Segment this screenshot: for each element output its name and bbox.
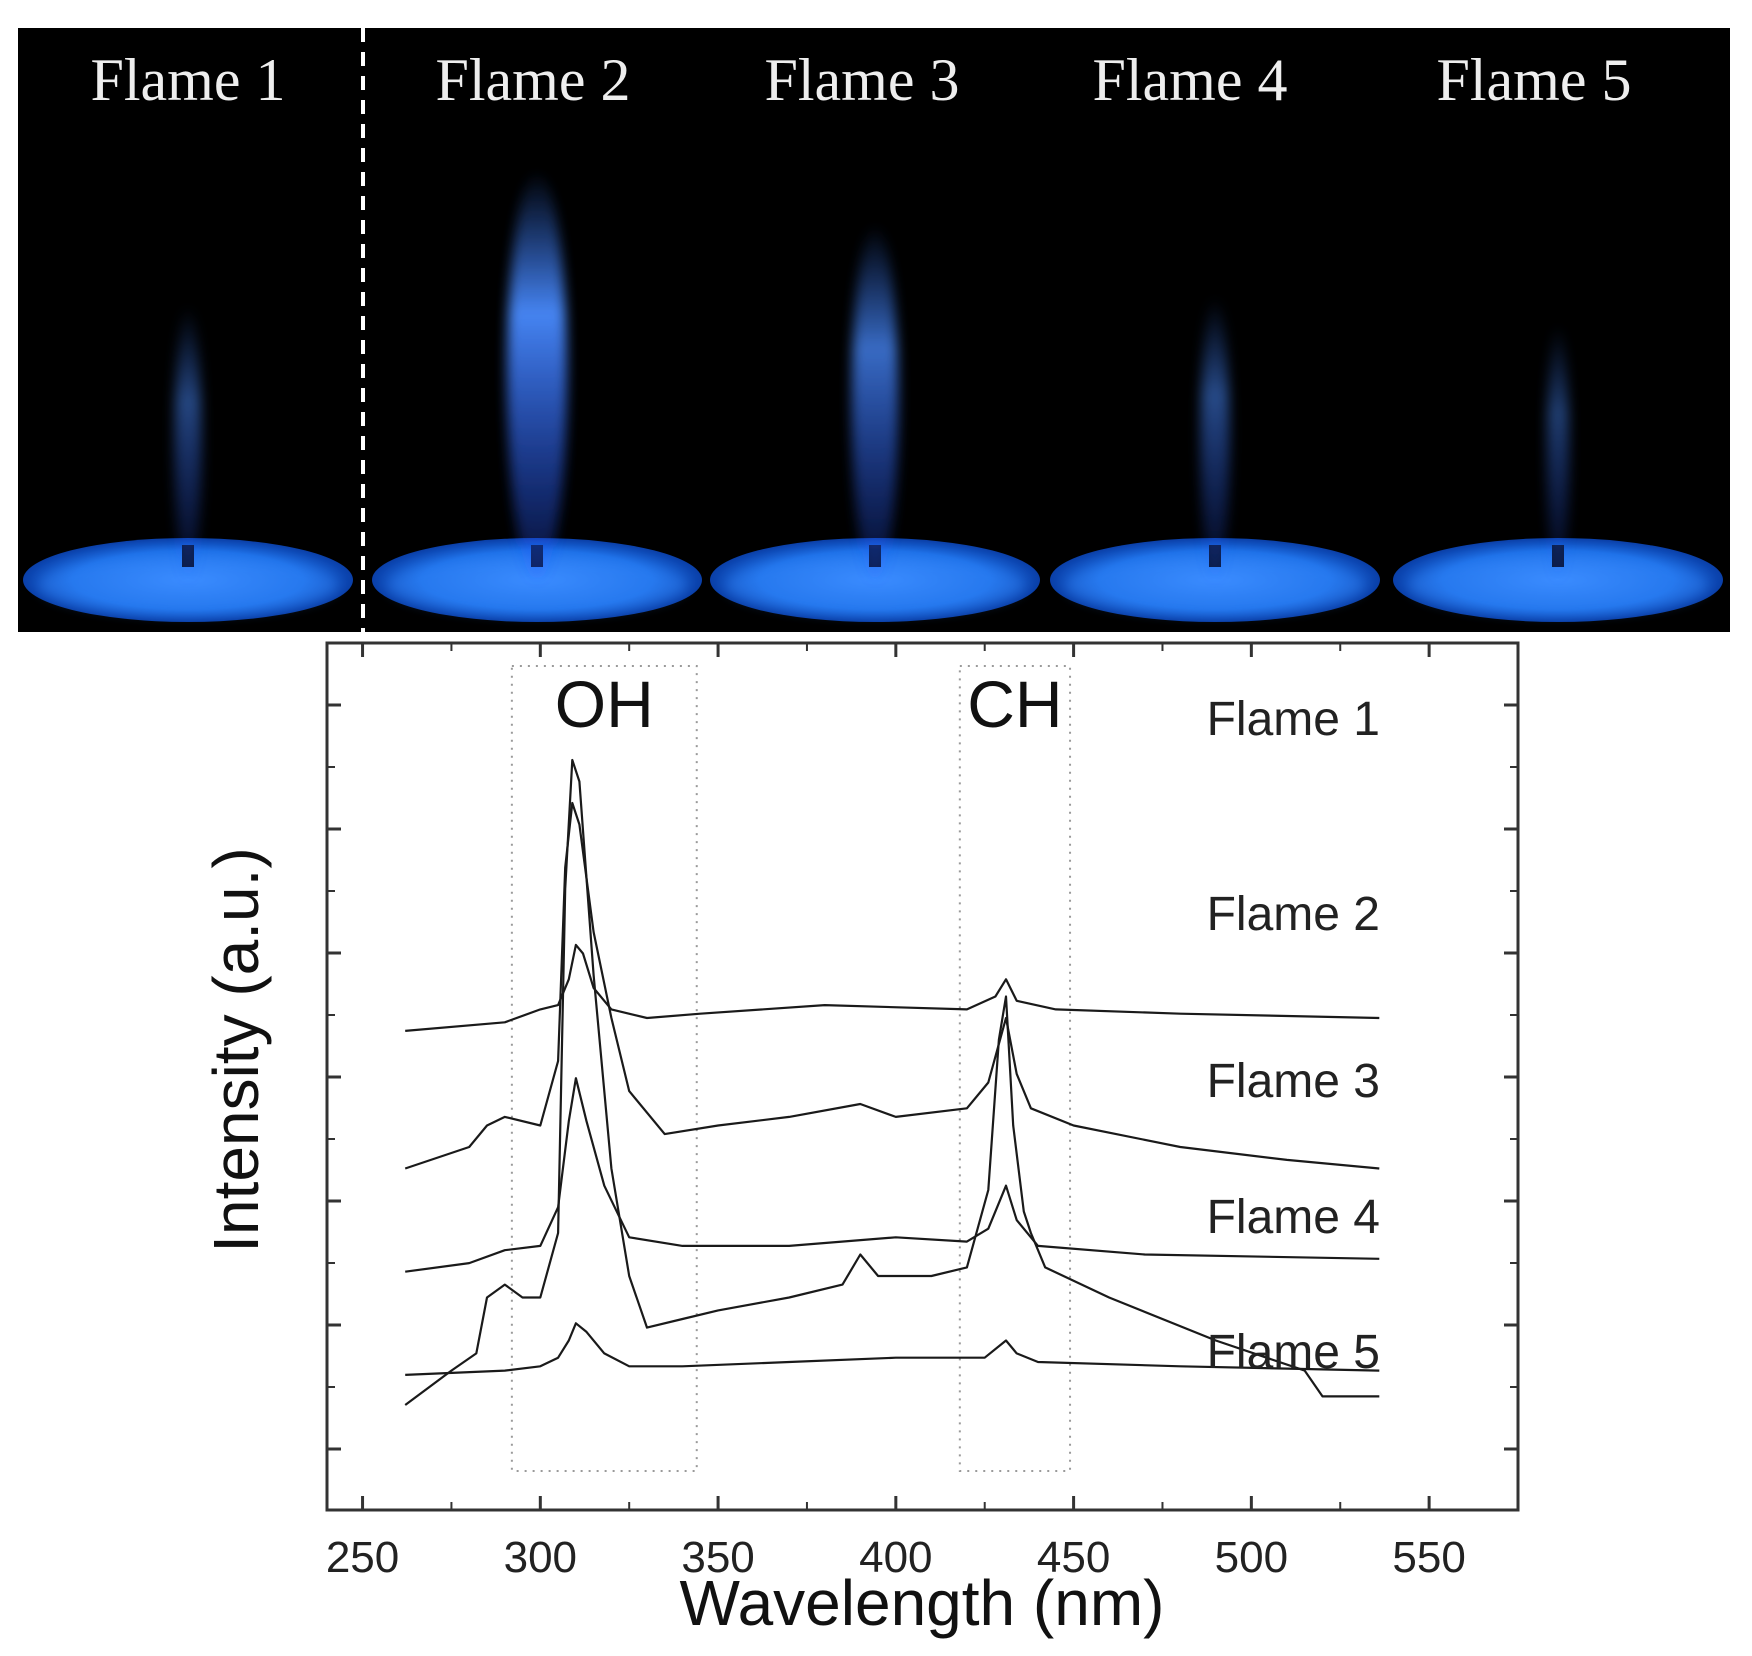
series-label: Flame 3	[1207, 1055, 1380, 1108]
x-tick-label: 500	[1215, 1533, 1288, 1582]
band-box	[958, 665, 1072, 1472]
series-line	[404, 801, 1380, 1170]
flame-panel: Flame 3	[710, 47, 1040, 622]
band-label: OH	[555, 667, 654, 741]
burner-glow	[725, 555, 1025, 615]
flame-photograph: Flame 1 Flame 2 Flame 3 Flame 4 Flame 5	[18, 28, 1730, 632]
series-line	[405, 1077, 1380, 1273]
flame-plume	[1200, 296, 1230, 580]
series-label: Flame 2	[1207, 888, 1380, 941]
series-label: Flame 1	[1207, 693, 1380, 746]
x-axis-title: Wavelength (nm)	[680, 1567, 1165, 1639]
photo-label: Flame 1	[91, 47, 286, 113]
burner-glow	[38, 555, 338, 615]
burner-glow	[1065, 555, 1365, 615]
series-line	[405, 1322, 1380, 1376]
flame-plume	[174, 305, 202, 580]
flame-panel: Flame 5	[1393, 47, 1723, 622]
flame-panel: Flame 2	[372, 47, 702, 622]
x-tick-label: 300	[504, 1533, 577, 1582]
x-tick-label: 400	[859, 1533, 932, 1582]
flame-plume	[1546, 323, 1570, 580]
x-tick-label: 550	[1392, 1533, 1465, 1582]
y-axis-title: Intensity (a.u.)	[200, 847, 272, 1253]
band-box	[510, 665, 698, 1472]
series-line	[405, 943, 1380, 1032]
flame-plume	[851, 224, 899, 580]
series-label: Flame 4	[1207, 1191, 1380, 1244]
band-label: CH	[967, 667, 1062, 741]
flame-plume	[507, 170, 567, 580]
x-tick-label: 250	[326, 1533, 399, 1582]
flame-panel: Flame 1	[23, 47, 353, 622]
burner-glow	[387, 555, 687, 615]
flame-panel: Flame 4	[1050, 47, 1380, 622]
x-tick-label: 350	[681, 1533, 754, 1582]
series-label: Flame 5	[1207, 1326, 1380, 1379]
photo-label: Flame 2	[436, 47, 631, 113]
photo-label: Flame 4	[1093, 47, 1288, 113]
x-tick-label: 450	[1037, 1533, 1110, 1582]
photo-label: Flame 5	[1437, 47, 1632, 113]
burner-glow	[1408, 555, 1708, 615]
photo-label: Flame 3	[765, 47, 960, 113]
